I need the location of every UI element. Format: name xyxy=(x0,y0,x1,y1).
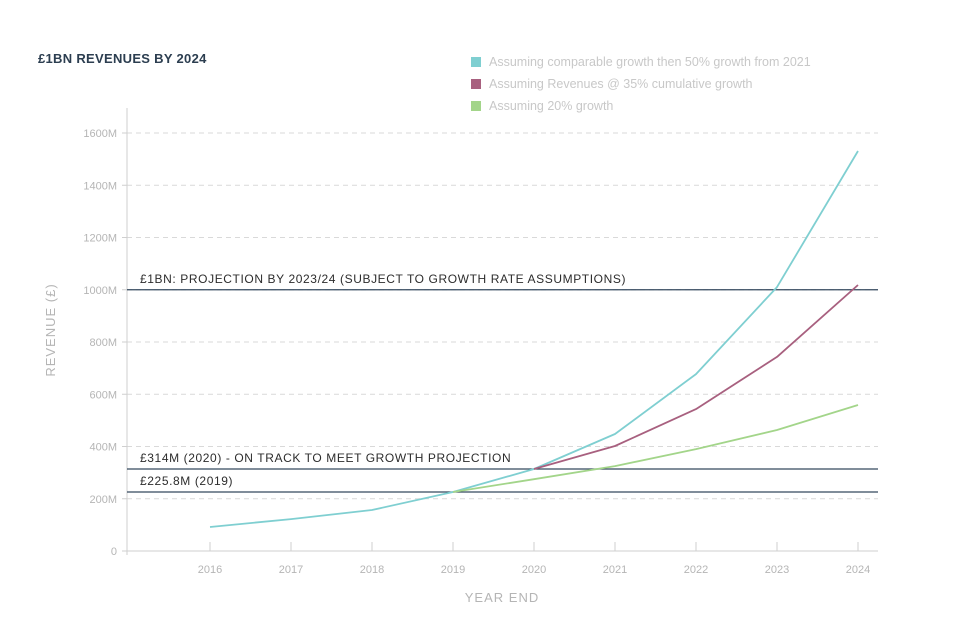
legend-label: Assuming Revenues @ 35% cumulative growt… xyxy=(489,77,753,91)
legend-item: Assuming 20% growth xyxy=(471,95,811,117)
legend: Assuming comparable growth then 50% grow… xyxy=(471,51,811,117)
x-tick-label: 2018 xyxy=(360,564,384,576)
legend-swatch-magenta xyxy=(471,79,481,89)
y-tick-label: 1200M xyxy=(83,233,117,245)
y-tick-label: 400M xyxy=(89,442,117,454)
x-tick-label: 2022 xyxy=(684,564,708,576)
y-tick-label: 1000M xyxy=(83,285,117,297)
x-tick-label: 2017 xyxy=(279,564,303,576)
legend-item: Assuming comparable growth then 50% grow… xyxy=(471,51,811,73)
gridlines xyxy=(127,132,878,500)
y-tick-label: 1400M xyxy=(83,180,117,192)
legend-label: Assuming comparable growth then 50% grow… xyxy=(489,55,811,69)
x-tick-label: 2020 xyxy=(522,564,546,576)
y-tick-label: 600M xyxy=(89,389,117,401)
legend-swatch-green xyxy=(471,101,481,111)
series-line-1 xyxy=(209,150,859,528)
reference-line-label: £225.8M (2019) xyxy=(140,474,233,488)
series-lines xyxy=(209,150,859,528)
legend-item: Assuming Revenues @ 35% cumulative growt… xyxy=(471,73,811,95)
x-tick-label: 2021 xyxy=(603,564,627,576)
x-tick-label: 2023 xyxy=(765,564,789,576)
y-tick-label: 1600M xyxy=(83,128,117,140)
series-line-2 xyxy=(533,284,859,470)
y-tick-label: 800M xyxy=(89,337,117,349)
y-tick-label: 0 xyxy=(111,546,117,558)
axes: 0 200M 400M 600M 800M 1000M 1200M 1400M 1600M 201… xyxy=(83,108,878,576)
y-tick-label: 200M xyxy=(89,494,117,506)
reference-line-label: £1BN: PROJECTION BY 2023/24 (SUBJECT TO … xyxy=(140,272,626,286)
x-tick-label: 2016 xyxy=(198,564,222,576)
series-line-3 xyxy=(452,404,859,493)
legend-label: Assuming 20% growth xyxy=(489,99,614,113)
reference-lines: £1BN: PROJECTION BY 2023/24 (SUBJECT TO … xyxy=(127,272,878,493)
reference-line-label: £314M (2020) - ON TRACK TO MEET GROWTH P… xyxy=(140,451,511,465)
y-axis-title: REVENUE (£) xyxy=(43,283,58,376)
x-tick-label: 2019 xyxy=(441,564,465,576)
chart-title: £1BN REVENUES BY 2024 xyxy=(38,51,207,66)
x-tick-label: 2024 xyxy=(846,564,870,576)
legend-swatch-cyan xyxy=(471,57,481,67)
x-axis-title: YEAR END xyxy=(465,590,539,605)
